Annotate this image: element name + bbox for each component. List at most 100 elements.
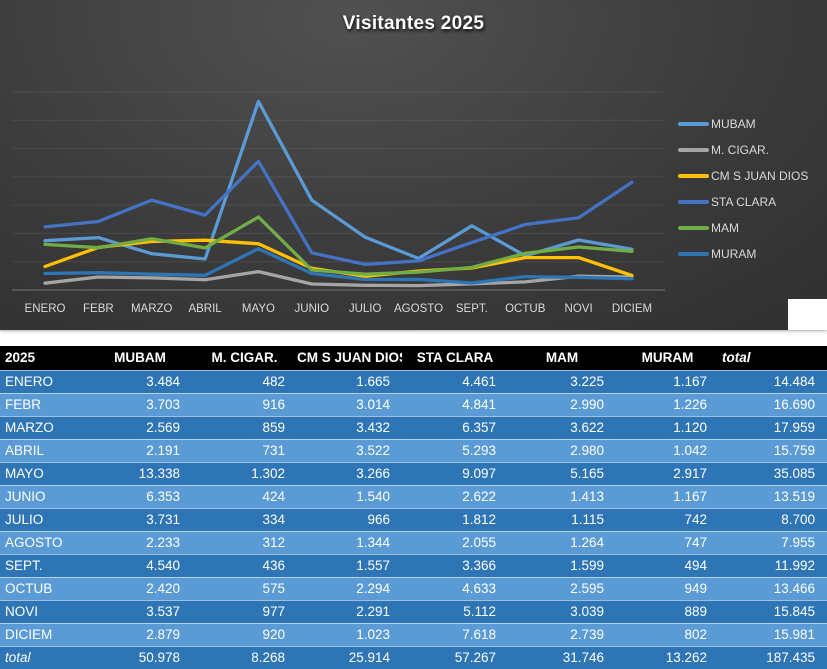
value-cell[interactable]: 2.291 (297, 600, 402, 623)
value-cell[interactable]: 859 (192, 416, 297, 439)
value-cell[interactable]: 9.097 (402, 462, 508, 485)
value-cell[interactable]: 1.599 (508, 554, 616, 577)
legend-item-mam[interactable]: MAM (678, 215, 808, 241)
value-cell[interactable]: 312 (192, 531, 297, 554)
month-cell[interactable]: AGOSTO (0, 531, 88, 554)
legend-item-sta-clara[interactable]: STA CLARA (678, 189, 808, 215)
value-cell[interactable]: 16.690 (719, 393, 827, 416)
value-cell[interactable]: 2.294 (297, 577, 402, 600)
value-cell[interactable]: 334 (192, 508, 297, 531)
value-cell[interactable]: 5.293 (402, 439, 508, 462)
value-cell[interactable]: 424 (192, 485, 297, 508)
value-cell[interactable]: 1.167 (616, 370, 719, 393)
value-cell[interactable]: 11.992 (719, 554, 827, 577)
value-cell[interactable]: 2.980 (508, 439, 616, 462)
value-cell[interactable]: 3.731 (88, 508, 192, 531)
value-cell[interactable]: 1.665 (297, 370, 402, 393)
header-cell-total[interactable]: total (719, 346, 827, 370)
value-cell[interactable]: 1.264 (508, 531, 616, 554)
value-cell[interactable]: 1.344 (297, 531, 402, 554)
value-cell[interactable]: 2.595 (508, 577, 616, 600)
value-cell[interactable]: 13.338 (88, 462, 192, 485)
value-cell[interactable]: 3.225 (508, 370, 616, 393)
value-cell[interactable]: 15.759 (719, 439, 827, 462)
header-cell-mam[interactable]: MAM (508, 346, 616, 370)
value-cell[interactable]: 7.955 (719, 531, 827, 554)
value-cell[interactable]: 1.413 (508, 485, 616, 508)
value-cell[interactable]: 2.233 (88, 531, 192, 554)
header-cell-muram[interactable]: MURAM (616, 346, 719, 370)
value-cell[interactable]: 17.959 (719, 416, 827, 439)
value-cell[interactable]: 1.812 (402, 508, 508, 531)
value-cell[interactable]: 966 (297, 508, 402, 531)
total-value-cell[interactable]: 13.262 (616, 646, 719, 669)
value-cell[interactable]: 949 (616, 577, 719, 600)
value-cell[interactable]: 3.622 (508, 416, 616, 439)
value-cell[interactable]: 1.226 (616, 393, 719, 416)
value-cell[interactable]: 8.700 (719, 508, 827, 531)
value-cell[interactable]: 2.055 (402, 531, 508, 554)
value-cell[interactable]: 2.739 (508, 623, 616, 646)
legend-item-muram[interactable]: MURAM (678, 241, 808, 267)
value-cell[interactable]: 2.879 (88, 623, 192, 646)
value-cell[interactable]: 3.484 (88, 370, 192, 393)
month-cell[interactable]: MARZO (0, 416, 88, 439)
value-cell[interactable]: 436 (192, 554, 297, 577)
value-cell[interactable]: 889 (616, 600, 719, 623)
visitors-chart[interactable]: Visitantes 2025 ENERO FEBR MARZO ABRIL MAYO J… (0, 0, 827, 330)
month-cell[interactable]: MAYO (0, 462, 88, 485)
value-cell[interactable]: 13.466 (719, 577, 827, 600)
value-cell[interactable]: 2.917 (616, 462, 719, 485)
value-cell[interactable]: 2.622 (402, 485, 508, 508)
total-value-cell[interactable]: 8.268 (192, 646, 297, 669)
legend-item-cm-s-juan-dios[interactable]: CM S JUAN DIOS (678, 163, 808, 189)
value-cell[interactable]: 2.569 (88, 416, 192, 439)
value-cell[interactable]: 6.353 (88, 485, 192, 508)
total-value-cell[interactable]: 50.978 (88, 646, 192, 669)
value-cell[interactable]: 3.432 (297, 416, 402, 439)
value-cell[interactable]: 1.302 (192, 462, 297, 485)
value-cell[interactable]: 742 (616, 508, 719, 531)
value-cell[interactable]: 482 (192, 370, 297, 393)
header-cell-m-cigar[interactable]: M. CIGAR. (192, 346, 297, 370)
value-cell[interactable]: 13.519 (719, 485, 827, 508)
value-cell[interactable]: 2.191 (88, 439, 192, 462)
value-cell[interactable]: 4.633 (402, 577, 508, 600)
total-value-cell[interactable]: 31.746 (508, 646, 616, 669)
value-cell[interactable]: 4.540 (88, 554, 192, 577)
value-cell[interactable]: 2.990 (508, 393, 616, 416)
month-cell[interactable]: ABRIL (0, 439, 88, 462)
value-cell[interactable]: 977 (192, 600, 297, 623)
value-cell[interactable]: 3.522 (297, 439, 402, 462)
value-cell[interactable]: 1.557 (297, 554, 402, 577)
value-cell[interactable]: 1.042 (616, 439, 719, 462)
value-cell[interactable]: 920 (192, 623, 297, 646)
month-cell[interactable]: OCTUB (0, 577, 88, 600)
header-cell-mubam[interactable]: MUBAM (88, 346, 192, 370)
value-cell[interactable]: 3.537 (88, 600, 192, 623)
legend-item-mubam[interactable]: MUBAM (678, 111, 808, 137)
header-cell-sta-clara[interactable]: STA CLARA (402, 346, 508, 370)
legend-item-m-cigar[interactable]: M. CIGAR. (678, 137, 808, 163)
value-cell[interactable]: 2.420 (88, 577, 192, 600)
total-value-cell[interactable]: 25.914 (297, 646, 402, 669)
value-cell[interactable]: 15.845 (719, 600, 827, 623)
month-cell[interactable]: ENERO (0, 370, 88, 393)
value-cell[interactable]: 1.120 (616, 416, 719, 439)
value-cell[interactable]: 1.115 (508, 508, 616, 531)
value-cell[interactable]: 575 (192, 577, 297, 600)
value-cell[interactable]: 35.085 (719, 462, 827, 485)
month-cell[interactable]: NOVI (0, 600, 88, 623)
month-cell[interactable]: FEBR (0, 393, 88, 416)
value-cell[interactable]: 916 (192, 393, 297, 416)
value-cell[interactable]: 3.366 (402, 554, 508, 577)
month-cell[interactable]: DICIEM (0, 623, 88, 646)
value-cell[interactable]: 14.484 (719, 370, 827, 393)
month-cell[interactable]: JUNIO (0, 485, 88, 508)
month-cell[interactable]: JULIO (0, 508, 88, 531)
value-cell[interactable]: 494 (616, 554, 719, 577)
value-cell[interactable]: 3.039 (508, 600, 616, 623)
value-cell[interactable]: 7.618 (402, 623, 508, 646)
value-cell[interactable]: 747 (616, 531, 719, 554)
value-cell[interactable]: 5.112 (402, 600, 508, 623)
